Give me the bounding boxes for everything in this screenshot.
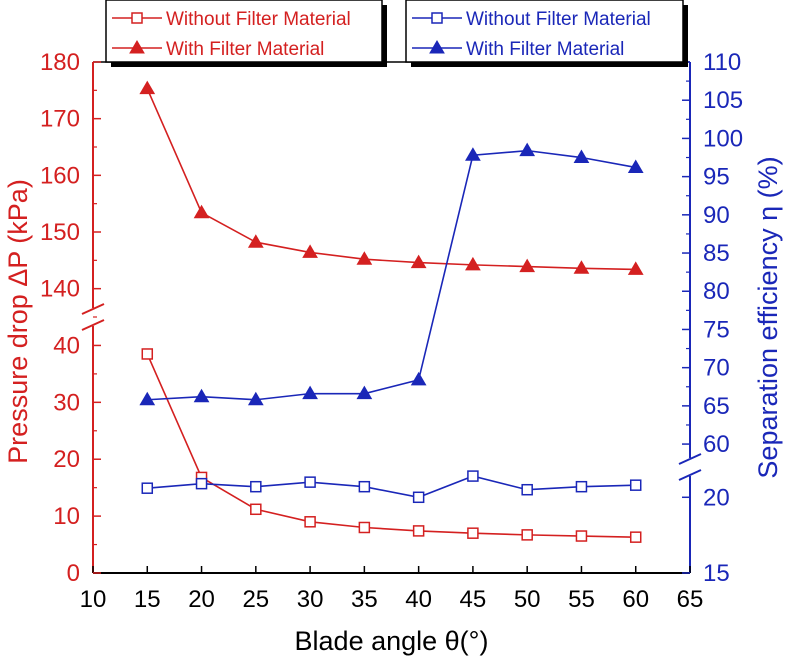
- legend-pressure: Without Filter Material With Filter Mater…: [105, 0, 387, 67]
- x-tick-label: 60: [622, 586, 649, 613]
- efficiency-without-filter-point: [412, 491, 425, 504]
- pressure-without-filter-point: [467, 527, 479, 539]
- left-tick-label: 160: [40, 162, 80, 189]
- efficiency-without-filter-point: [575, 480, 588, 493]
- pressure-with-filter-point: [302, 244, 318, 258]
- legend-label: Without Filter Material: [166, 9, 351, 30]
- legend-filled-triangle-marker: [429, 40, 445, 54]
- efficiency-without-filter-point: [304, 476, 316, 488]
- pressure-without-filter-point: [629, 531, 642, 543]
- efficiency-with-filter-point: [302, 385, 318, 400]
- right-tick-label: 105: [703, 87, 743, 114]
- efficiency-without-filter-point: [195, 477, 208, 490]
- pressure-with-filter-point: [519, 258, 536, 273]
- right-tick-label: 70: [703, 355, 730, 382]
- efficiency-without-filter-point: [250, 480, 262, 493]
- left-axis-title: Pressure drop ΔP (kPa): [3, 179, 33, 464]
- x-tick-label: 30: [297, 586, 324, 613]
- pressure-with-filter-point: [356, 251, 373, 265]
- efficiency-without-filter-point: [358, 480, 371, 493]
- right-axis-break-mark: [678, 453, 702, 465]
- right-tick-label: 20: [703, 484, 730, 511]
- efficiency-without-filter-point: [467, 470, 479, 482]
- right-tick-label: 65: [703, 393, 730, 420]
- efficiency-with-filter-line: [147, 149, 636, 401]
- pressure-without-filter-point: [358, 521, 371, 534]
- right-tick-label: 60: [703, 431, 730, 458]
- efficiency-without-filter-point: [521, 483, 533, 496]
- pressure-without-filter-point: [141, 348, 154, 360]
- efficiency-with-filter-point: [193, 388, 210, 403]
- x-tick-label: 55: [568, 586, 595, 613]
- efficiency-with-filter-point: [139, 391, 156, 406]
- efficiency-with-filter-point: [247, 391, 264, 406]
- x-axis-title: Blade angle θ(°): [295, 626, 489, 656]
- pressure-with-filter-point: [139, 80, 156, 95]
- pressure-without-filter-line: [146, 353, 636, 538]
- x-tick-label: 45: [460, 586, 487, 613]
- efficiency-without-filter-line: [147, 475, 636, 499]
- legend-label: Without Filter Material: [466, 9, 651, 30]
- x-tick-label: 40: [405, 586, 432, 613]
- x-tick-label: 35: [351, 586, 378, 613]
- efficiency-without-filter-point: [141, 482, 154, 494]
- x-tick-label: 10: [80, 586, 107, 613]
- pressure-with-filter-point: [627, 261, 644, 275]
- left-tick-label: 180: [40, 49, 80, 76]
- pressure-without-filter-point: [304, 516, 316, 528]
- left-tick-label: 30: [53, 389, 80, 416]
- right-tick-label: 90: [703, 202, 730, 229]
- left-axis-break-mark: [81, 319, 105, 331]
- legend-label: With Filter Material: [466, 39, 624, 60]
- pressure-with-filter-point: [465, 256, 481, 271]
- right-tick-label: 85: [703, 240, 730, 267]
- legend-box: [105, 0, 383, 63]
- pressure-without-filter-point: [521, 529, 533, 541]
- right-tick-label: 110: [703, 49, 741, 76]
- left-axis-break-mark: [81, 303, 105, 315]
- right-axis-title: Separation efficiency η (%): [753, 156, 783, 478]
- right-tick-label: 75: [703, 316, 730, 343]
- pressure-without-filter-point: [412, 525, 425, 537]
- legend-label: With Filter Material: [166, 39, 324, 60]
- efficiency-without-filter-point: [629, 479, 642, 491]
- right-tick-label: 15: [703, 560, 730, 587]
- legend-open-square-marker: [131, 12, 143, 24]
- pressure-with-filter-point: [573, 260, 590, 274]
- legend-open-square-marker: [431, 12, 443, 24]
- left-tick-label: 10: [53, 503, 80, 530]
- left-tick-label: 40: [53, 332, 80, 359]
- pressure-with-filter-point: [247, 234, 264, 248]
- efficiency-with-filter-point: [519, 142, 536, 157]
- x-tick-label: 25: [242, 586, 269, 613]
- x-tick-label: 65: [677, 586, 704, 613]
- right-tick-label: 100: [703, 125, 743, 152]
- left-tick-label: 150: [40, 219, 80, 246]
- left-tick-label: 170: [40, 106, 80, 133]
- efficiency-with-filter-point: [465, 147, 481, 161]
- legend-efficiency: Without Filter Material With Filter Mater…: [405, 0, 688, 67]
- efficiency-with-filter-point: [627, 159, 644, 173]
- x-tick-label: 20: [188, 586, 215, 613]
- pressure-without-filter-point: [575, 530, 588, 542]
- right-tick-label: 80: [703, 278, 730, 305]
- left-tick-label: 140: [40, 276, 80, 303]
- efficiency-with-filter-point: [410, 371, 427, 386]
- legend-box: [405, 0, 684, 63]
- pressure-with-filter-point: [193, 204, 210, 219]
- efficiency-with-filter-point: [573, 149, 590, 164]
- x-tick-label: 50: [514, 586, 541, 613]
- left-tick-label: 20: [53, 446, 80, 473]
- x-tick-label: 15: [134, 586, 161, 613]
- pressure-with-filter-line: [146, 88, 636, 271]
- legend-filled-triangle-marker: [129, 40, 145, 54]
- right-axis-break-mark: [678, 469, 702, 481]
- left-tick-label: 0: [67, 560, 80, 587]
- right-tick-label: 95: [703, 164, 730, 191]
- pressure-without-filter-point: [250, 503, 262, 516]
- pressure-with-filter-point: [410, 254, 427, 269]
- efficiency-with-filter-point: [356, 385, 373, 400]
